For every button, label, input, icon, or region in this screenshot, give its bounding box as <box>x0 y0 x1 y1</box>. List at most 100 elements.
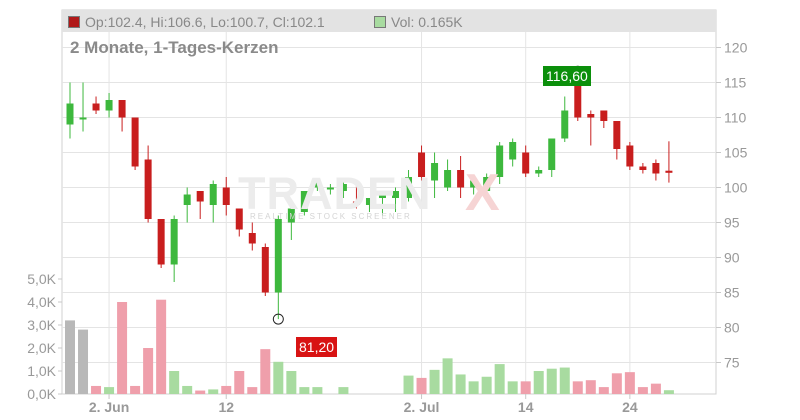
candle-body <box>326 187 334 190</box>
candle-body <box>157 219 165 265</box>
candle-body <box>535 170 543 174</box>
volume-bar <box>117 302 128 394</box>
price-tick-label: 105 <box>724 145 748 161</box>
candle-body <box>639 166 647 170</box>
volume-bar <box>260 349 271 394</box>
volume-bar <box>299 387 310 394</box>
candle-body <box>196 191 204 202</box>
candle-body <box>274 219 282 293</box>
candle-body <box>183 194 191 205</box>
candle-body <box>587 114 595 118</box>
volume-bar <box>663 390 674 394</box>
candle-body <box>561 110 569 139</box>
candle-body <box>365 198 373 205</box>
candle-body <box>665 170 673 173</box>
candle-body <box>613 121 621 149</box>
candle-body <box>313 180 321 188</box>
x-tick-label: 14 <box>518 399 534 415</box>
candle-body <box>457 170 465 188</box>
candle-body <box>574 75 582 118</box>
candle-body <box>118 100 126 118</box>
volume-bar <box>442 358 453 394</box>
candle-body <box>392 191 399 198</box>
candle-body <box>248 233 256 244</box>
x-tick-label: 2. Jul <box>404 399 440 415</box>
volume-bar <box>195 390 206 394</box>
candle-body <box>522 152 530 174</box>
chart-legend: Op:102.4, Hi:106.6, Lo:100.7, Cl:102.1 V… <box>62 10 716 32</box>
volume-tick-label: 1,0K <box>27 363 56 379</box>
volume-bar <box>312 387 323 394</box>
candle-body <box>444 170 452 188</box>
volume-bar <box>130 385 141 394</box>
low-marker <box>272 313 284 325</box>
price-tick-label: 90 <box>724 250 740 266</box>
candle-body <box>339 184 347 191</box>
x-tick-label: 24 <box>622 399 638 415</box>
chart-subtitle: 2 Monate, 1-Tages-Kerzen <box>70 38 279 57</box>
volume-bar <box>520 381 531 394</box>
candle-body <box>418 152 426 177</box>
volume-bar <box>208 389 219 394</box>
price-tick-label: 120 <box>724 40 748 56</box>
volume-bar <box>598 387 609 394</box>
volume-bar <box>221 385 232 394</box>
candle-body <box>79 117 87 120</box>
volume-bar <box>572 381 583 394</box>
volume-bar <box>286 371 297 394</box>
candle-body <box>431 163 439 181</box>
candle-body <box>352 201 360 205</box>
price-tick-label: 110 <box>724 110 747 126</box>
volume-bar <box>104 387 115 394</box>
candle-body <box>496 145 504 177</box>
ohlc-legend-text: Op:102.4, Hi:106.6, Lo:100.7, Cl:102.1 <box>85 14 325 30</box>
candle-body <box>548 138 556 170</box>
volume-bar <box>494 364 505 394</box>
ohlc-swatch <box>68 16 80 28</box>
volume-bar <box>624 372 635 394</box>
candle-body <box>144 159 152 219</box>
volume-bar <box>481 376 492 394</box>
ohlc-legend: Op:102.4, Hi:106.6, Lo:100.7, Cl:102.1 <box>68 14 325 30</box>
candle-body <box>483 177 491 191</box>
volume-bar <box>91 385 102 394</box>
x-tick-label: 2. Jun <box>89 399 129 415</box>
price-tick-label: 95 <box>724 215 740 231</box>
candle-body <box>405 177 413 198</box>
volume-bar <box>533 371 544 394</box>
volume-legend-text: Vol: 0.165K <box>391 14 463 30</box>
price-tick-label: 75 <box>724 355 740 371</box>
volume-bar <box>416 377 427 394</box>
volume-tick-label: 2,0K <box>27 340 56 356</box>
volume-bar <box>169 371 180 394</box>
price-tick-label: 100 <box>724 180 748 196</box>
candle-body <box>261 247 269 293</box>
candle-body <box>509 142 517 160</box>
volume-swatch <box>374 16 386 28</box>
candle-body <box>92 103 100 111</box>
volume-bar <box>455 374 466 394</box>
volume-bar <box>338 387 349 394</box>
volume-bar <box>429 369 440 394</box>
volume-legend: Vol: 0.165K <box>374 14 463 30</box>
volume-bar <box>143 348 154 394</box>
candle-body <box>652 163 660 174</box>
volume-bar <box>507 381 518 394</box>
price-tick-label: 115 <box>724 75 747 91</box>
volume-bar <box>182 385 193 394</box>
candle-body <box>287 208 295 223</box>
volume-bar <box>247 387 258 394</box>
candle-body <box>131 117 139 167</box>
volume-bar <box>585 380 596 394</box>
volume-bar <box>546 368 557 394</box>
volume-tick-label: 0,0K <box>27 386 56 402</box>
candle-body <box>105 100 113 111</box>
volume-tick-label: 4,0K <box>27 294 56 310</box>
volume-bar <box>637 387 648 394</box>
candle-body <box>470 180 478 188</box>
volume-tick-label: 3,0K <box>27 317 56 333</box>
candle-body <box>378 194 386 198</box>
volume-bar <box>559 367 570 394</box>
volume-tick-label: 5,0K <box>27 271 56 287</box>
